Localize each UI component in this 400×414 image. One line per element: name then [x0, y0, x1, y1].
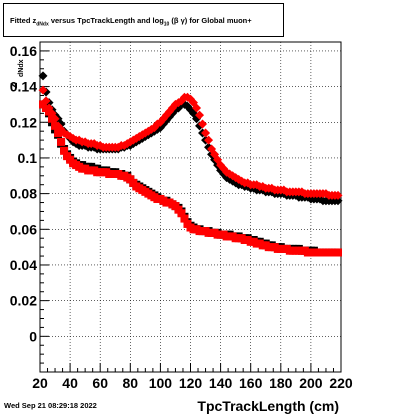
- diamond-marker-point: [152, 124, 162, 134]
- tick-layer: [39, 41, 342, 372]
- x-tick-label: 40: [62, 375, 78, 391]
- x-tick-label: 220: [329, 375, 353, 391]
- diamond-marker-point: [53, 121, 63, 131]
- x-tick-label: 160: [239, 375, 263, 391]
- y-axis-label-sub: dNdx: [18, 59, 25, 77]
- y-axis-label-main: z: [6, 82, 20, 88]
- y-tick-label: 0.12: [10, 114, 37, 130]
- square-marker-point: [333, 248, 342, 257]
- diamond-marker-point: [38, 85, 48, 95]
- diamond-marker-point: [41, 96, 51, 106]
- y-tick-label: 0.08: [10, 186, 37, 202]
- diamond-marker-point: [38, 71, 48, 81]
- x-tick-label: 60: [92, 375, 108, 391]
- title-suffix: (β γ) for Global muon+: [169, 16, 252, 25]
- diamond-marker-point: [195, 110, 205, 120]
- y-axis-label: z dNdx: [4, 59, 25, 88]
- x-tick-label: 120: [179, 375, 203, 391]
- title-subscript-dndx: dNdx: [36, 21, 49, 28]
- chart-title: Fitted zdNdx versus TpcTrackLength and l…: [10, 16, 252, 28]
- diamond-marker-point: [204, 135, 214, 145]
- svg-text:z dNdx: z dNdx: [4, 59, 25, 88]
- square-marker-point: [60, 146, 69, 155]
- square-marker-point: [57, 137, 66, 146]
- square-marker-point: [54, 128, 63, 137]
- x-tick-label: 80: [123, 375, 139, 391]
- y-tick-label: 0.04: [10, 257, 37, 273]
- y-tick-label: 0.16: [10, 43, 37, 59]
- title-prefix: Fitted z: [10, 16, 37, 25]
- square-marker-point: [177, 209, 186, 218]
- diamond-marker-point: [333, 190, 343, 200]
- square-marker-point: [180, 214, 189, 223]
- diamond-marker-point: [201, 128, 211, 138]
- y-tick-label: 0: [29, 328, 37, 344]
- y-tick-label: 0.1: [18, 150, 38, 166]
- y-tick-label: 0.06: [10, 221, 37, 237]
- title-box: Fitted zdNdx versus TpcTrackLength and l…: [3, 3, 284, 37]
- marker-layer: [38, 71, 343, 257]
- label-layer: 20 40 60 80 100 120 140 160 180 200 220 0 0.02 0.04 0.…: [10, 43, 353, 391]
- x-tick-label: 180: [269, 375, 293, 391]
- x-tick-label: 200: [299, 375, 323, 391]
- timestamp: Wed Sep 21 08:29:18 2022: [4, 401, 97, 410]
- diamond-marker-point: [50, 114, 60, 124]
- diamond-marker-point: [146, 124, 156, 134]
- diamond-marker-point: [192, 103, 202, 113]
- title-middle: versus TpcTrackLength and log: [48, 16, 164, 25]
- x-tick-label: 140: [209, 375, 233, 391]
- y-tick-label: 0.02: [10, 293, 37, 309]
- title-subscript-10: 10: [163, 21, 170, 28]
- x-axis-label: TpcTrackLength (cm): [197, 398, 339, 414]
- x-tick-label: 20: [32, 375, 48, 391]
- diamond-marker-point: [198, 119, 208, 129]
- x-tick-label: 100: [149, 375, 173, 391]
- y-tick-label: 0.14: [10, 79, 37, 95]
